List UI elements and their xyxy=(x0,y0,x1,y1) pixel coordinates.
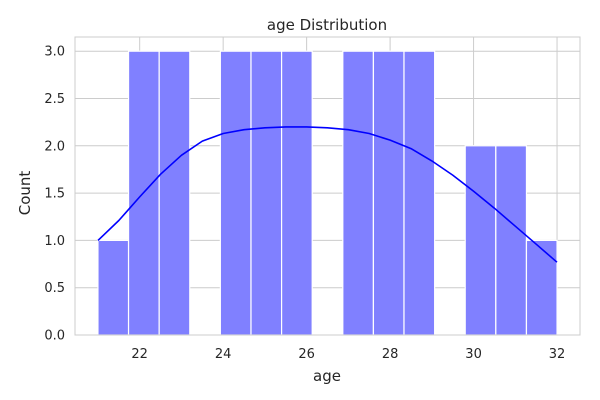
plot-frame xyxy=(74,36,581,336)
y-tick-label: 2.0 xyxy=(44,139,65,154)
kde-curve xyxy=(97,126,558,263)
histogram-bar xyxy=(464,145,497,336)
histogram-bar xyxy=(342,50,375,336)
x-tick-label: 30 xyxy=(465,347,482,362)
y-tick-label: 1.0 xyxy=(44,234,65,249)
histogram-bar xyxy=(250,50,283,336)
y-tick-label: 0.5 xyxy=(44,281,65,296)
y-tick-label: 1.5 xyxy=(44,187,65,202)
histogram-bar xyxy=(219,50,252,336)
axes-frame xyxy=(74,36,581,336)
x-tick-label: 24 xyxy=(215,347,232,362)
tick-labels: 22 24 26 28 30 32 0.0 0.5 1.0 1.5 2.0 2.5 3.0 xyxy=(44,45,565,362)
kde-curve-layer xyxy=(97,126,558,263)
histogram-bar xyxy=(158,50,191,336)
histogram-bar xyxy=(495,145,528,336)
chart-title: age Distribution xyxy=(267,16,387,34)
histogram-bars xyxy=(97,50,558,336)
x-tick-label: 26 xyxy=(298,347,315,362)
x-tick-label: 32 xyxy=(549,347,566,362)
y-tick-label: 0.0 xyxy=(44,329,65,344)
histogram-bar xyxy=(280,50,313,336)
y-axis-label: Count xyxy=(16,171,34,216)
y-tick-label: 2.5 xyxy=(44,92,65,107)
histogram-bar xyxy=(97,239,130,336)
histogram-bar xyxy=(403,50,436,336)
x-axis-label: age xyxy=(313,367,341,385)
y-tick-label: 3.0 xyxy=(44,45,65,60)
histogram-bar xyxy=(525,239,558,336)
histogram-bar xyxy=(372,50,405,336)
x-tick-label: 28 xyxy=(382,347,399,362)
x-tick-label: 22 xyxy=(131,347,148,362)
